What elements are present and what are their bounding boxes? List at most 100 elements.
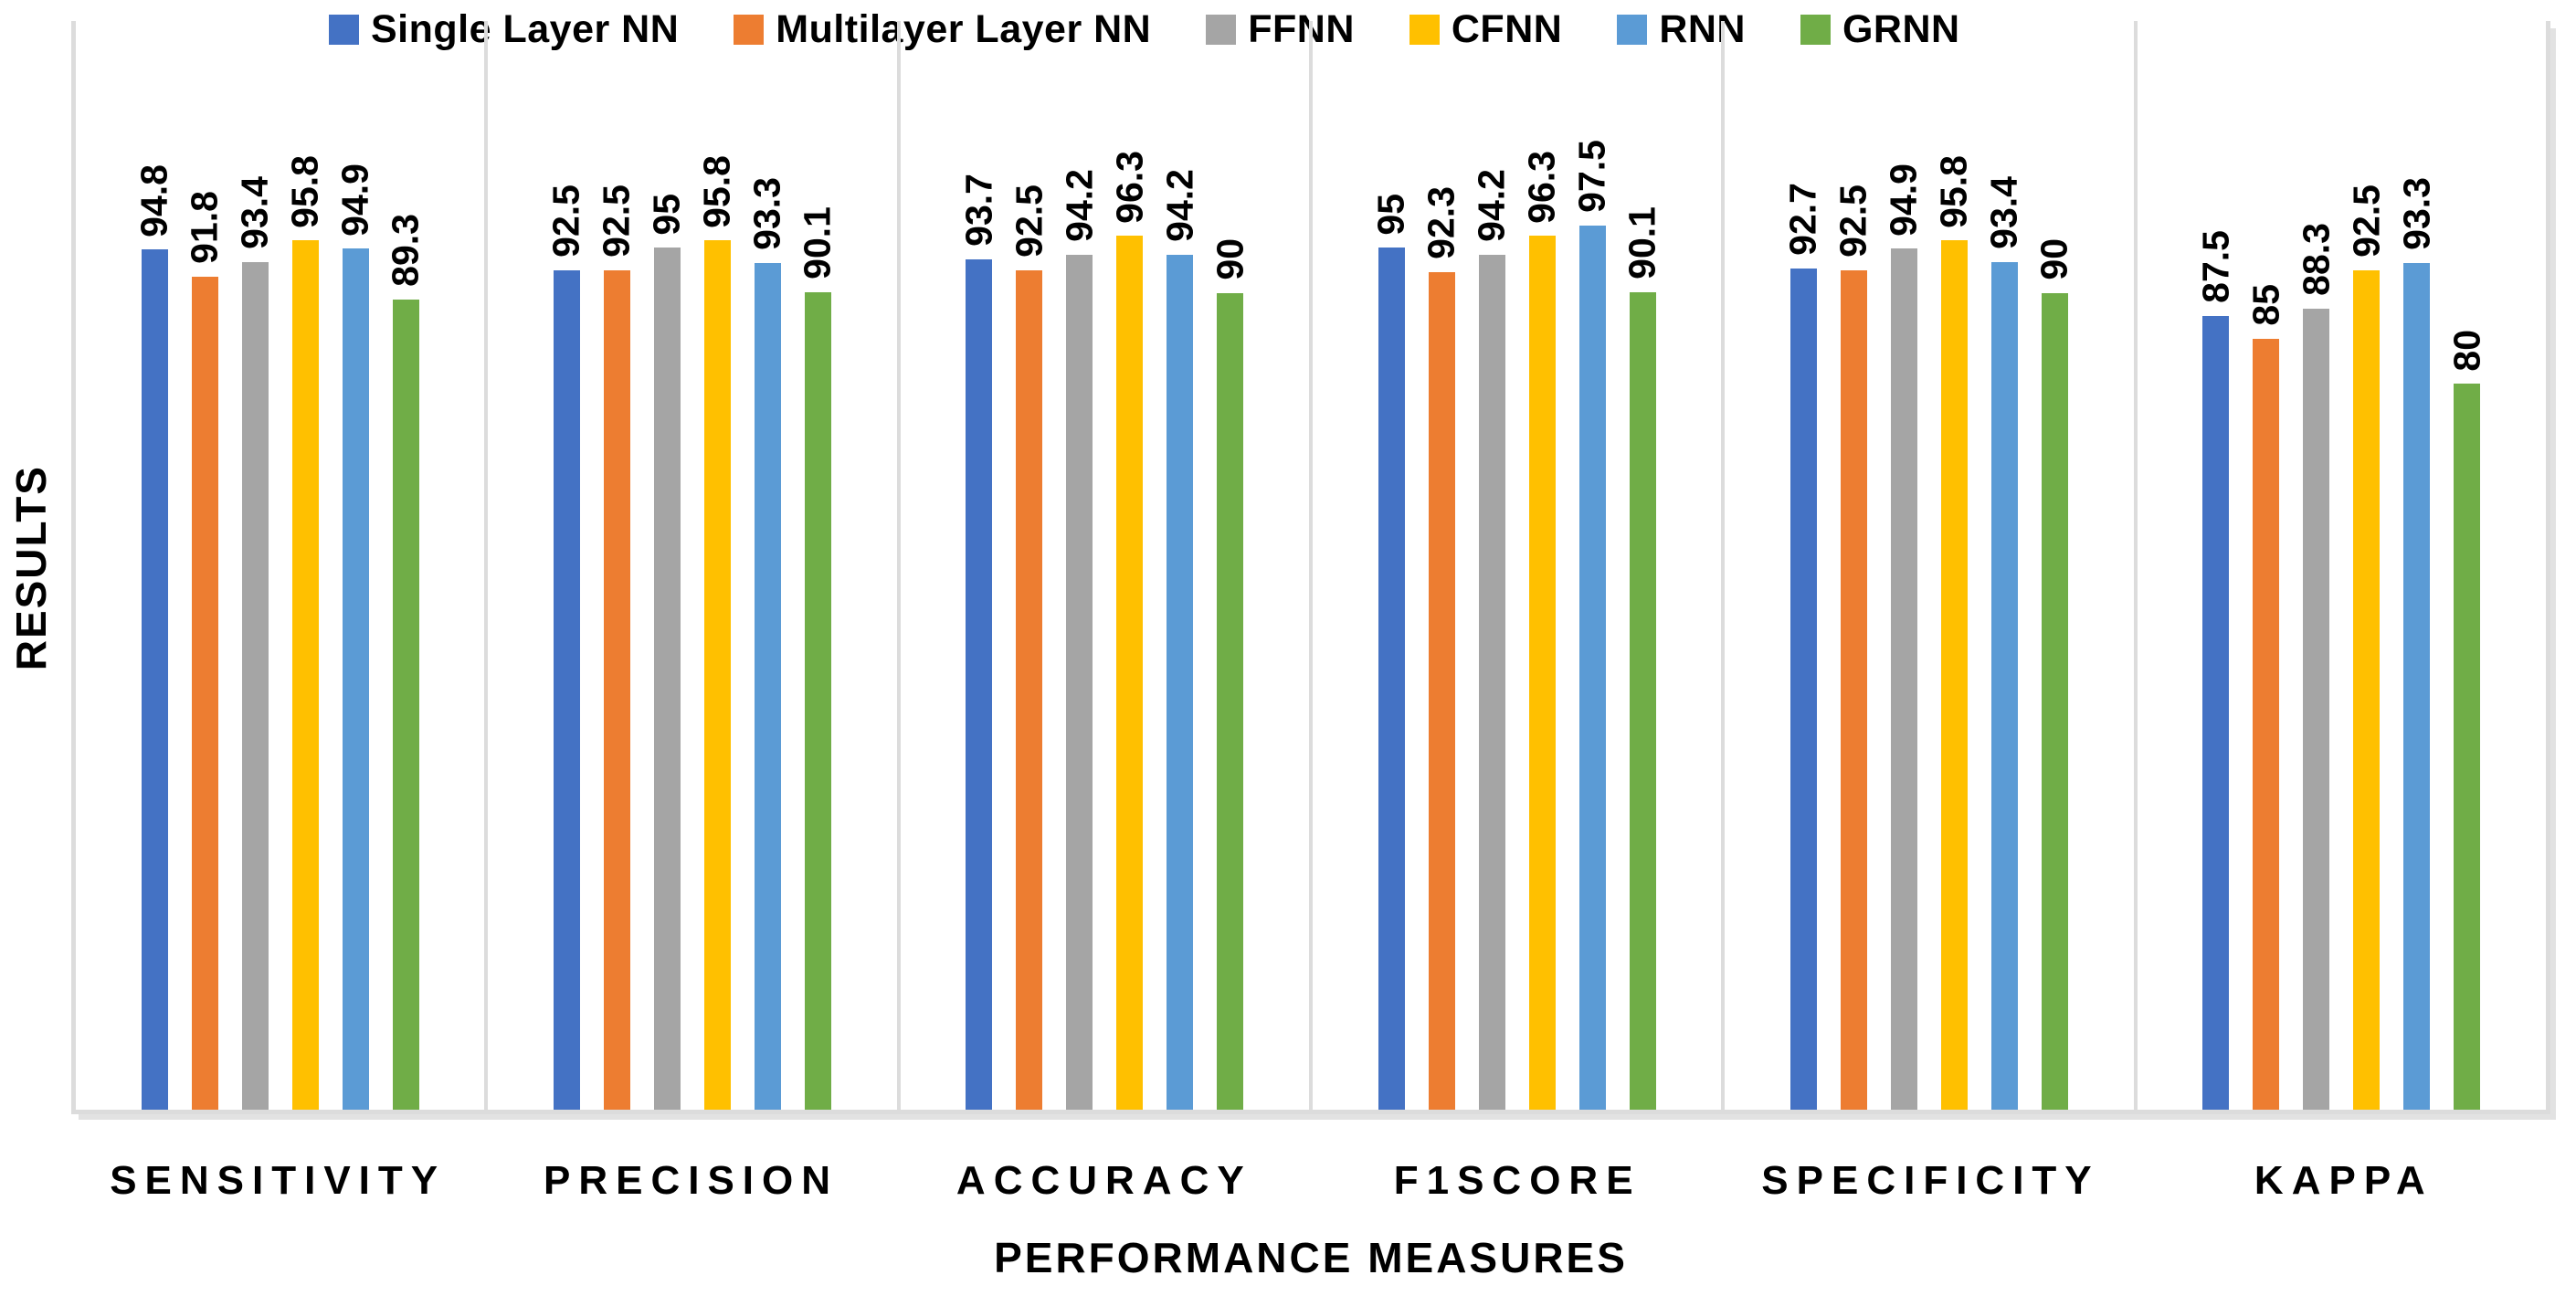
legend-label: FFNN — [1248, 7, 1355, 51]
bar-value-label: 92.3 — [1420, 186, 1462, 260]
legend-label: RNN — [1659, 7, 1746, 51]
bar: 95.8 — [1933, 155, 1975, 1110]
bar: 92.5 — [596, 184, 638, 1110]
bar: 90.1 — [1621, 206, 1663, 1110]
category-label: ACCURACY — [955, 1158, 1252, 1203]
bar-value-label: 90.1 — [796, 206, 839, 280]
bar: 89.3 — [385, 214, 427, 1110]
legend-label: Multilayer Layer NN — [776, 7, 1152, 51]
bar-value-label: 92.7 — [1781, 183, 1824, 257]
bar: 93.4 — [1983, 176, 2025, 1110]
legend-label: Single Layer NN — [371, 7, 680, 51]
bar: 93.7 — [957, 174, 999, 1110]
bar: 94.2 — [1158, 169, 1200, 1110]
bar: 87.5 — [2194, 230, 2236, 1110]
bar: 93.3 — [2395, 177, 2437, 1110]
bar: 94.8 — [133, 164, 175, 1110]
legend-label: CFNN — [1451, 7, 1563, 51]
bar-value-label: 93.3 — [2395, 177, 2438, 251]
bar-value-label: 94.9 — [333, 163, 376, 237]
bar: 92.5 — [1008, 184, 1050, 1110]
category-label: SENSITIVITY — [110, 1158, 447, 1203]
legend-item: Single Layer NN — [329, 7, 679, 52]
legend-swatch-icon — [1617, 15, 1648, 45]
bar-value-label: 93.4 — [1982, 176, 2025, 250]
legend-item: FFNN — [1206, 7, 1355, 52]
category-panel: 93.7 92.5 94.2 96.3 94.2 90 — [896, 21, 1309, 1110]
legend-swatch-icon — [1409, 15, 1440, 45]
bar: 94.9 — [334, 163, 376, 1110]
bar: 92.5 — [2345, 184, 2387, 1110]
legend-swatch-icon — [329, 15, 359, 45]
bar-value-label: 92.5 — [595, 184, 638, 258]
bar-value-label: 97.5 — [1570, 139, 1613, 213]
bar-value-label: 92.5 — [544, 184, 587, 258]
bar: 96.3 — [1108, 151, 1150, 1110]
bar: 90 — [1209, 238, 1251, 1110]
legend-swatch-icon — [1800, 15, 1831, 45]
legend-item: Multilayer Layer NN — [734, 7, 1151, 52]
bar: 93.3 — [746, 177, 788, 1110]
bar: 97.5 — [1571, 140, 1613, 1110]
legend-swatch-icon — [734, 15, 765, 45]
bar-value-label: 94.2 — [1158, 169, 1201, 243]
bar: 92.7 — [1782, 183, 1824, 1110]
bar-value-label: 95 — [1369, 193, 1412, 236]
plot-area: 94.8 91.8 93.4 95.8 94.9 89.3 92.5 92.5 95 95.8 93… — [71, 21, 2550, 1114]
bar-value-label: 94.2 — [1470, 169, 1513, 243]
bar-value-label: 90 — [1209, 238, 1251, 280]
bar: 95.8 — [696, 155, 738, 1110]
category-panel: 94.8 91.8 93.4 95.8 94.9 89.3 — [76, 21, 484, 1110]
bar: 92.3 — [1420, 186, 1462, 1110]
category-panel: 92.7 92.5 94.9 95.8 93.4 90 — [1721, 21, 2133, 1110]
bar: 94.2 — [1058, 169, 1100, 1110]
category-label: PRECISION — [543, 1158, 839, 1203]
legend-item: GRNN — [1800, 7, 1960, 52]
bar: 88.3 — [2295, 223, 2337, 1110]
category-panel: 95 92.3 94.2 96.3 97.5 90.1 — [1308, 21, 1721, 1110]
bar-value-label: 85 — [2244, 284, 2287, 326]
bar-value-label: 96.3 — [1108, 150, 1151, 224]
bar: 95 — [646, 194, 688, 1110]
bar-value-label: 91.8 — [183, 191, 226, 265]
bar: 92.5 — [1832, 184, 1874, 1110]
category-panel: 87.5 85 88.3 92.5 93.3 80 — [2133, 21, 2546, 1110]
bar-value-label: 89.3 — [384, 214, 427, 287]
bar: 95 — [1370, 194, 1412, 1110]
bar: 93.4 — [234, 176, 276, 1110]
category-label: SPECIFICITY — [1761, 1158, 2100, 1203]
bar-value-label: 88.3 — [2295, 223, 2338, 296]
category-panel: 92.5 92.5 95 95.8 93.3 90.1 — [484, 21, 896, 1110]
bar: 85 — [2244, 284, 2286, 1110]
bar: 90 — [2033, 238, 2075, 1110]
legend-item: CFNN — [1409, 7, 1562, 52]
bar-value-label: 92.5 — [1008, 184, 1050, 258]
bar-value-label: 95.8 — [695, 154, 738, 228]
bar-value-label: 80 — [2445, 329, 2488, 372]
bar-value-label: 95.8 — [1932, 154, 1975, 228]
bar-value-label: 94.2 — [1058, 169, 1101, 243]
legend-label: GRNN — [1842, 7, 1960, 51]
bar-value-label: 94.8 — [132, 163, 175, 237]
bar-value-label: 92.5 — [1832, 184, 1874, 258]
bar: 92.5 — [545, 184, 587, 1110]
bar-value-label: 93.4 — [233, 176, 276, 250]
category-label: F1SCORE — [1393, 1158, 1642, 1203]
bar: 95.8 — [284, 155, 326, 1110]
bar-value-label: 93.3 — [745, 177, 788, 251]
x-axis-title: PERFORMANCE MEASURES — [994, 1234, 1628, 1281]
bar: 94.2 — [1471, 169, 1513, 1110]
bar-value-label: 90 — [2032, 238, 2075, 280]
bar-value-label: 90.1 — [1621, 206, 1663, 280]
y-axis-title-text: RESULTS — [7, 464, 55, 671]
y-axis-title: RESULTS — [4, 21, 58, 1114]
chart-legend: Single Layer NN Multilayer Layer NN FFNN CF… — [329, 7, 1960, 52]
bar-value-label: 95 — [645, 193, 688, 236]
legend-item: RNN — [1617, 7, 1746, 52]
legend-swatch-icon — [1206, 15, 1237, 45]
bar-value-label: 96.3 — [1520, 150, 1563, 224]
bar: 96.3 — [1521, 151, 1563, 1110]
bar: 80 — [2445, 330, 2487, 1110]
bar: 94.9 — [1883, 163, 1925, 1110]
